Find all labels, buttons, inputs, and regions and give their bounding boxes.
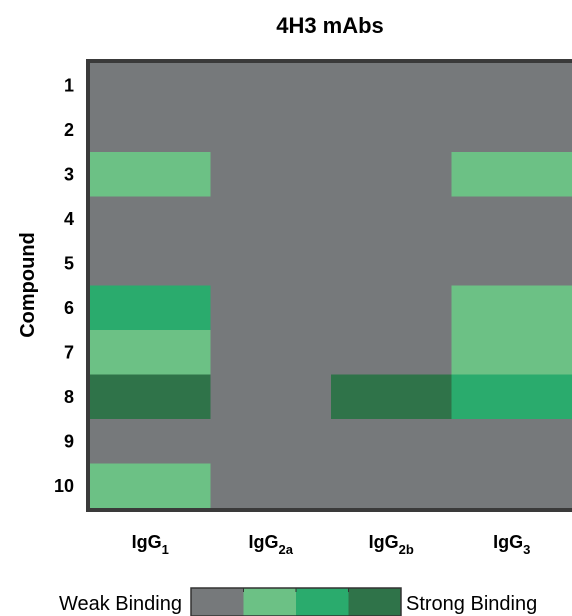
heatmap-cell	[90, 374, 212, 420]
heatmap-cell	[451, 107, 572, 153]
legend-swatch	[296, 588, 349, 616]
plot-border	[86, 59, 572, 512]
heatmap-cell	[331, 152, 453, 198]
row-tick-label: 5	[64, 253, 74, 273]
heatmap-cell	[331, 241, 453, 287]
row-tick-label: 1	[64, 75, 74, 95]
row-tick-label: 4	[64, 209, 74, 229]
heatmap-cell	[451, 196, 572, 242]
heatmap-cell	[210, 107, 332, 153]
row-tick-label: 2	[64, 120, 74, 140]
heatmap-cell	[451, 374, 572, 420]
column-tick-subscript: 1	[162, 542, 169, 557]
heatmap-cell	[331, 330, 453, 376]
heatmap-cell	[90, 463, 212, 509]
heatmap-cell	[90, 152, 212, 198]
heatmap-cell	[90, 107, 212, 153]
column-tick-subscript: 3	[523, 542, 530, 557]
column-tick-label: IgG2a	[249, 532, 294, 557]
heatmap-cell	[90, 330, 212, 376]
legend: Weak Binding Strong Binding	[59, 587, 537, 616]
row-tick-labels: 1 2 3 4 5 6 7 8 9 10	[54, 75, 74, 496]
row-tick-label: 3	[64, 164, 74, 184]
heatmap-cell	[331, 374, 453, 420]
column-tick-label: IgG1	[132, 532, 169, 557]
heatmap-cell	[90, 241, 212, 287]
heatmap-cell	[331, 63, 453, 109]
column-tick-base: IgG	[249, 532, 279, 552]
heatmap-cell	[210, 152, 332, 198]
legend-colorbar	[190, 587, 402, 616]
heatmap-cell	[331, 285, 453, 331]
legend-swatch	[348, 588, 402, 616]
row-tick-label: 7	[64, 342, 74, 362]
heatmap-cell	[451, 463, 572, 509]
heatmap-cell	[210, 419, 332, 465]
heatmap-cell	[451, 330, 572, 376]
y-axis-label: Compound	[17, 232, 39, 338]
heatmap-cell	[210, 463, 332, 509]
legend-border	[190, 587, 402, 616]
column-tick-label: IgG2b	[369, 532, 414, 557]
heatmap-cell	[90, 419, 212, 465]
row-tick-label: 8	[64, 387, 74, 407]
heatmap-cell	[210, 330, 332, 376]
heatmap-cells	[90, 63, 572, 509]
heatmap-cell	[90, 285, 212, 331]
heatmap-cell	[90, 63, 212, 109]
column-tick-label: IgG3	[493, 532, 530, 557]
column-tick-base: IgG	[493, 532, 523, 552]
column-tick-subscript: 2b	[399, 542, 414, 557]
legend-high-label: Strong Binding	[406, 593, 537, 615]
heatmap-cell	[210, 285, 332, 331]
row-tick-label: 9	[64, 431, 74, 451]
heatmap-cell	[331, 463, 453, 509]
column-tick-subscript: 2a	[279, 542, 294, 557]
column-tick-base: IgG	[369, 532, 399, 552]
heatmap-cell	[331, 419, 453, 465]
heatmap-cell	[451, 152, 572, 198]
heatmap-cell	[451, 285, 572, 331]
heatmap-cell	[451, 419, 572, 465]
heatmap-cell	[210, 196, 332, 242]
heatmap-cell	[331, 196, 453, 242]
heatmap-cell	[210, 241, 332, 287]
row-tick-label: 10	[54, 476, 74, 496]
row-tick-label: 6	[64, 298, 74, 318]
heatmap-cell	[451, 63, 572, 109]
legend-low-label: Weak Binding	[59, 593, 182, 615]
column-tick-labels: IgG1 IgG2a IgG2b IgG3	[132, 532, 531, 557]
heatmap-cell	[451, 241, 572, 287]
legend-swatch	[243, 588, 297, 616]
legend-swatch	[191, 588, 244, 616]
heatmap-cell	[210, 374, 332, 420]
heatmap-cell	[210, 63, 332, 109]
chart-title: 4H3 mAbs	[276, 13, 384, 38]
heatmap-cell	[90, 196, 212, 242]
column-tick-base: IgG	[132, 532, 162, 552]
heatmap-cell	[331, 107, 453, 153]
